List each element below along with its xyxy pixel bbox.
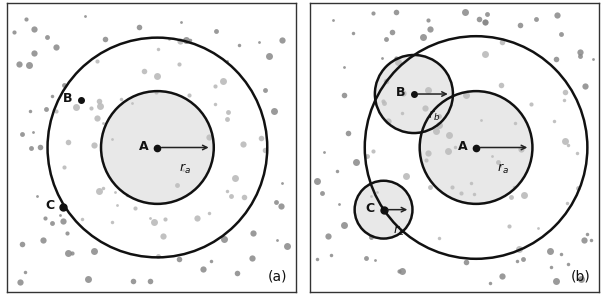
Text: C: C <box>366 202 375 215</box>
Text: A: A <box>458 140 467 153</box>
Circle shape <box>355 181 413 239</box>
Text: $r_c$: $r_c$ <box>393 224 404 238</box>
Circle shape <box>101 91 214 204</box>
Circle shape <box>375 55 453 133</box>
Text: (a): (a) <box>268 269 287 283</box>
Text: (b): (b) <box>570 269 590 283</box>
Text: B: B <box>62 92 72 105</box>
Text: B: B <box>396 86 405 99</box>
Text: C: C <box>45 199 55 212</box>
Text: A: A <box>139 140 148 153</box>
Text: $r_a$: $r_a$ <box>497 162 509 176</box>
Text: $r_b$: $r_b$ <box>428 109 441 122</box>
Circle shape <box>420 91 533 204</box>
Text: $r_a$: $r_a$ <box>179 162 190 176</box>
